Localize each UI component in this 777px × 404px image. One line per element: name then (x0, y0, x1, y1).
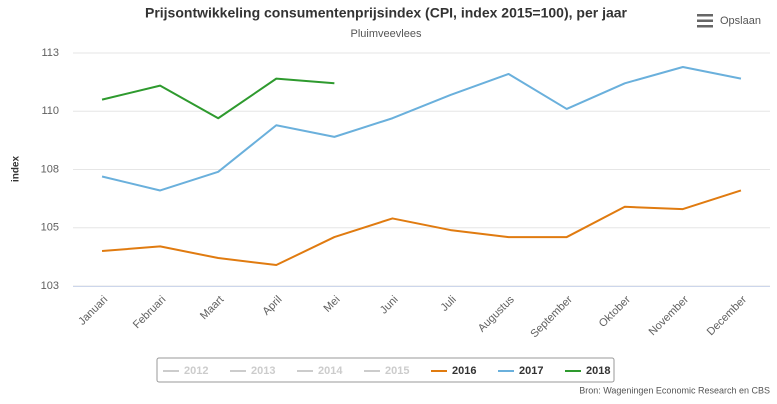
legend-label: 2012 (184, 365, 208, 377)
legend-item[interactable]: 2016 (431, 365, 476, 377)
series-line (101, 65, 742, 192)
legend-item[interactable]: 2015 (364, 365, 409, 377)
menu-icon (697, 25, 713, 28)
chart-subtitle: Pluimveevlees (351, 28, 422, 40)
menu-icon (697, 14, 713, 17)
series-line (101, 189, 742, 267)
series-line (101, 77, 335, 120)
y-tick-label: 108 (41, 163, 59, 175)
legend-item[interactable]: 2012 (163, 365, 208, 377)
legend-item[interactable]: 2014 (297, 365, 343, 377)
legend-box (156, 357, 615, 383)
y-tick-label: 103 (41, 280, 59, 292)
chart-title: Prijsontwikkeling consumentenprijsindex … (145, 5, 628, 21)
legend-label: 2014 (318, 365, 343, 377)
legend-label: 2015 (385, 365, 409, 377)
y-tick-label: 110 (41, 105, 59, 117)
legend-label: 2016 (452, 365, 476, 377)
menu-label[interactable]: Opslaan (720, 15, 761, 27)
legend-label: 2018 (586, 365, 610, 377)
source: Bron: Wageningen Economic Research en CB… (579, 385, 770, 395)
legend-item[interactable]: 2013 (230, 365, 275, 377)
menu-button[interactable]: Opslaan (697, 14, 761, 28)
legend-item[interactable]: 2017 (498, 365, 543, 377)
y-tick-label: 113 (41, 47, 59, 59)
legend-label: 2013 (251, 365, 275, 377)
menu-icon (697, 19, 713, 22)
legend-item[interactable]: 2018 (565, 365, 610, 377)
y-tick-label: 105 (41, 222, 59, 234)
y-axis-title: index (11, 156, 22, 183)
legend-label: 2017 (519, 365, 543, 377)
